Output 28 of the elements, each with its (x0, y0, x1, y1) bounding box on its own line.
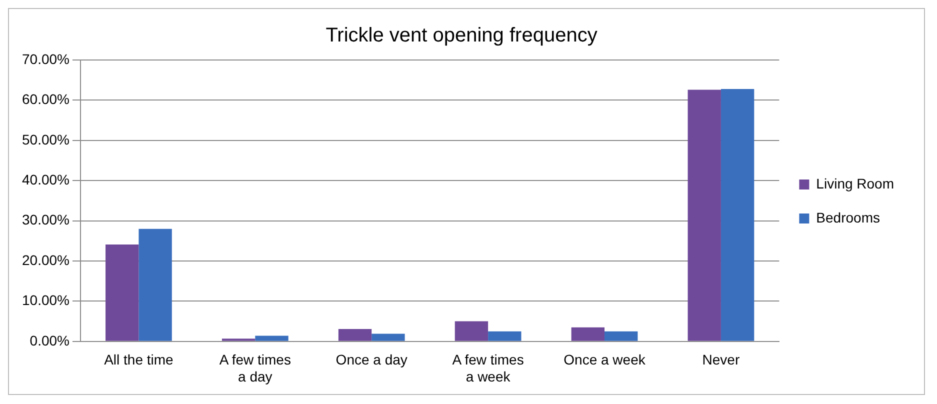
bar (688, 90, 721, 341)
x-tick-label: Once a week (564, 352, 646, 368)
y-tick-label: 50.00% (22, 131, 70, 148)
bar (604, 331, 638, 341)
y-tick-label: 60.00% (22, 91, 70, 108)
y-tick-label: 10.00% (22, 292, 70, 308)
legend-label: Bedrooms (816, 209, 880, 226)
bar (454, 321, 488, 341)
y-tick-label: 0.00% (30, 332, 70, 348)
bar (106, 244, 139, 341)
legend-label: Living Room (816, 175, 894, 192)
bar (255, 336, 288, 341)
bar (338, 328, 372, 341)
bar (372, 334, 405, 341)
x-tick-label: Once a day (336, 352, 408, 368)
x-tick-label: A few times a week (452, 352, 524, 384)
bar (488, 331, 522, 341)
bar (138, 228, 172, 341)
y-tick-label: 40.00% (22, 171, 70, 188)
x-tick-label: Never (702, 352, 740, 368)
x-tick-label: All the time (104, 352, 174, 368)
bar (571, 327, 605, 341)
x-tick-label: A few times a day (219, 352, 291, 384)
y-tick-label: 30.00% (22, 212, 70, 228)
bar (720, 88, 754, 341)
y-tick-label: 70.00% (22, 50, 70, 67)
y-tick-label: 20.00% (22, 252, 70, 268)
chart-title: Trickle vent opening frequency (326, 24, 598, 47)
